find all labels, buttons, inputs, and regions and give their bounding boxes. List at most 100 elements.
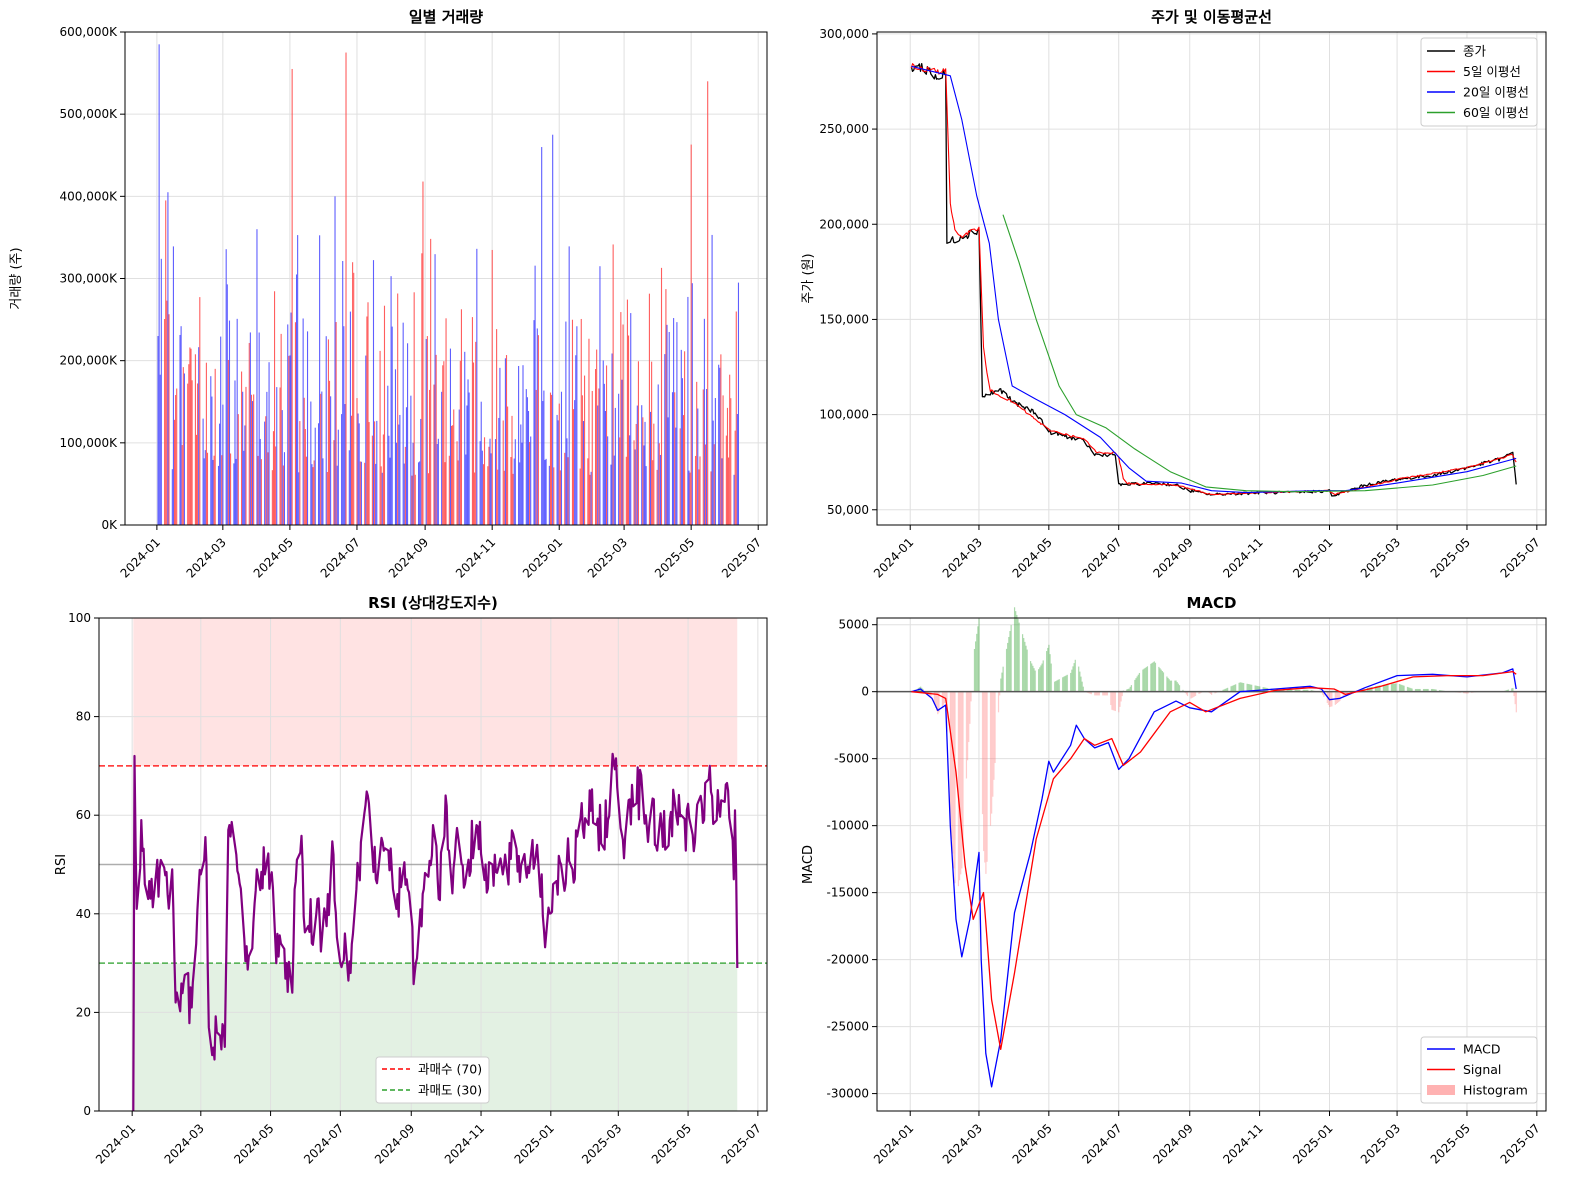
volume-bar xyxy=(659,454,661,525)
rsi-zone-band xyxy=(133,618,738,766)
histogram-bar xyxy=(1198,691,1200,695)
volume-bar xyxy=(243,450,245,525)
price-series-line xyxy=(910,63,1517,496)
histogram-bar xyxy=(1041,663,1043,692)
histogram-bar xyxy=(1287,689,1289,692)
histogram-bar xyxy=(1303,689,1305,692)
volume-bar xyxy=(657,384,659,525)
volume-bar xyxy=(267,452,269,525)
volume-bar xyxy=(222,404,224,525)
volume-bar xyxy=(312,467,314,525)
histogram-bar xyxy=(1299,689,1301,692)
volume-bar xyxy=(630,313,632,525)
volume-bar xyxy=(311,464,313,525)
histogram-bar xyxy=(1239,682,1241,692)
histogram-bar xyxy=(1058,679,1060,692)
x-tick-label: 2025-07 xyxy=(719,535,764,580)
histogram-bar xyxy=(1002,666,1004,692)
volume-bar xyxy=(490,453,492,525)
volume-bar xyxy=(430,238,432,525)
histogram-bar xyxy=(1065,675,1067,692)
histogram-bar xyxy=(1286,689,1288,692)
volume-bar xyxy=(249,332,251,525)
x-tick-label: 2024-07 xyxy=(318,535,363,580)
volume-bar xyxy=(230,453,232,525)
x-tick-label: 2025-03 xyxy=(585,535,630,580)
volume-bar xyxy=(280,333,282,525)
volume-bar xyxy=(435,354,437,525)
y-tick-label: -5000 xyxy=(834,752,869,766)
histogram-bar xyxy=(1191,691,1193,698)
histogram-bar xyxy=(1064,676,1066,692)
histogram-bar xyxy=(1248,684,1251,692)
histogram-bar xyxy=(1427,688,1429,692)
volume-bar xyxy=(574,400,576,525)
histogram-bar xyxy=(977,626,979,692)
y-tick-label: 100,000 xyxy=(819,408,869,422)
volume-bar xyxy=(533,320,535,525)
y-tick-label: -30000 xyxy=(826,1087,869,1101)
histogram-bar xyxy=(1288,689,1291,692)
y-tick-label: 100,000K xyxy=(60,436,119,450)
volume-bar xyxy=(559,470,561,525)
volume-bar xyxy=(699,456,701,525)
volume-bar xyxy=(213,455,215,525)
histogram-bar xyxy=(1409,687,1411,692)
histogram-bar xyxy=(1089,691,1091,694)
rsi-line xyxy=(132,752,739,1112)
volume-bar xyxy=(551,394,553,525)
volume-bar xyxy=(622,324,624,525)
volume-bar xyxy=(412,442,414,525)
histogram-bar xyxy=(1042,660,1044,692)
histogram-bar xyxy=(1192,691,1194,698)
volume-bar xyxy=(710,471,712,525)
volume-bar xyxy=(295,274,298,525)
volume-bar xyxy=(564,452,566,525)
volume-bar xyxy=(582,421,585,525)
volume-bar xyxy=(541,147,543,526)
volume-bar xyxy=(468,392,470,525)
volume-bar xyxy=(390,276,392,525)
volume-bar xyxy=(326,472,328,525)
volume-bar xyxy=(366,316,368,525)
volume-bar xyxy=(368,422,370,525)
volume-bar xyxy=(660,267,663,525)
histogram-bar xyxy=(1214,691,1216,694)
volume-bar xyxy=(556,414,558,525)
volume-bar xyxy=(673,318,675,525)
histogram-bar xyxy=(1223,689,1225,692)
histogram-bar xyxy=(1257,686,1260,692)
volume-bar xyxy=(467,379,469,525)
volume-bar xyxy=(590,471,592,525)
volume-bar xyxy=(707,81,709,526)
histogram-bar xyxy=(1238,682,1240,692)
histogram-bar xyxy=(1370,687,1372,692)
histogram-bar xyxy=(941,691,943,707)
volume-bar xyxy=(698,469,700,525)
volume-bar xyxy=(599,266,601,525)
histogram-bar xyxy=(1506,689,1508,692)
volume-bar xyxy=(575,355,577,525)
histogram-bar xyxy=(1159,668,1161,692)
x-tick-label: 2024-03 xyxy=(184,535,229,580)
histogram-bar xyxy=(962,691,964,845)
volume-bar xyxy=(719,367,721,525)
y-tick-label: 80 xyxy=(76,710,91,724)
volume-bar xyxy=(591,390,593,525)
histogram-bar xyxy=(1433,689,1435,692)
volume-bar xyxy=(379,350,381,525)
volume-bar xyxy=(211,396,213,525)
volume-bar xyxy=(342,261,344,525)
histogram-bar xyxy=(1386,684,1388,692)
macd-chart: 2024-01 2024-03 2024-05 2024-07 2024-09 2024-… xyxy=(801,594,1547,1167)
volume-bar xyxy=(333,440,335,525)
histogram-bar xyxy=(1152,662,1154,692)
histogram-bar xyxy=(1338,691,1340,703)
x-tick-label: 2025-01 xyxy=(520,535,565,580)
volume-bar xyxy=(502,420,504,525)
volume-bar xyxy=(403,463,405,525)
histogram-bar xyxy=(1391,683,1394,692)
volume-bar xyxy=(183,373,185,525)
volume-bar xyxy=(671,392,674,525)
histogram-bar xyxy=(1016,614,1018,692)
